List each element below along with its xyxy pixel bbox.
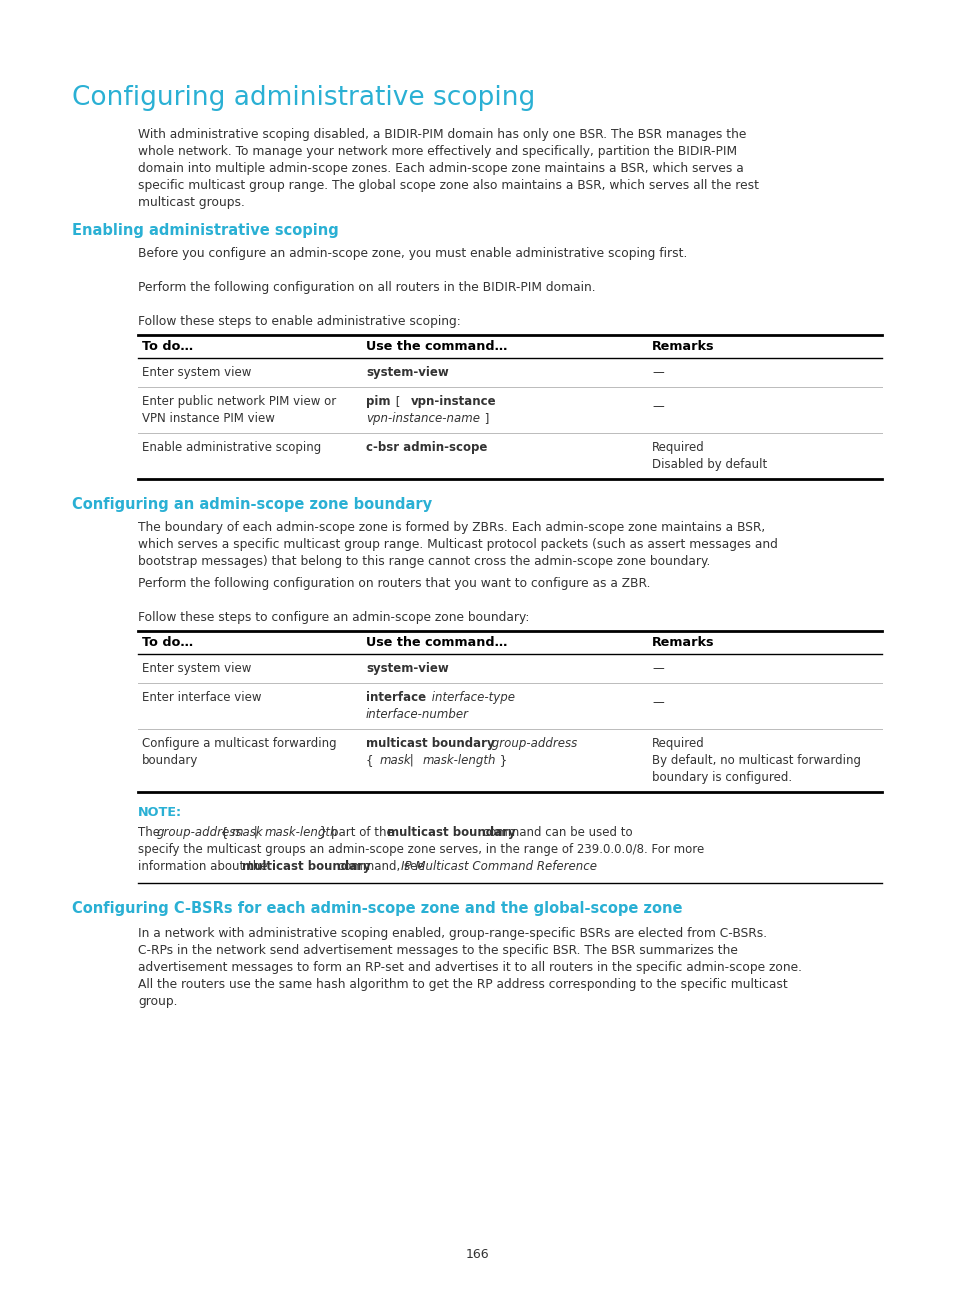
Text: Perform the following configuration on routers that you want to configure as a Z: Perform the following configuration on r…: [138, 577, 650, 590]
Text: group-address: group-address: [488, 737, 577, 750]
Text: |: |: [406, 754, 417, 767]
Text: Configuring an admin-scope zone boundary: Configuring an admin-scope zone boundary: [71, 496, 432, 512]
Text: multicast groups.: multicast groups.: [138, 196, 245, 209]
Text: interface-number: interface-number: [366, 708, 469, 721]
Text: Follow these steps to enable administrative scoping:: Follow these steps to enable administrat…: [138, 315, 460, 328]
Text: information about the: information about the: [138, 861, 271, 874]
Text: Configure a multicast forwarding: Configure a multicast forwarding: [142, 737, 336, 750]
Text: The boundary of each admin-scope zone is formed by ZBRs. Each admin-scope zone m: The boundary of each admin-scope zone is…: [138, 521, 764, 534]
Text: advertisement messages to form an RP-set and advertises it to all routers in the: advertisement messages to form an RP-set…: [138, 962, 801, 975]
Text: Follow these steps to configure an admin-scope zone boundary:: Follow these steps to configure an admin…: [138, 610, 529, 623]
Text: —: —: [651, 696, 663, 709]
Text: Required: Required: [651, 737, 704, 750]
Text: By default, no multicast forwarding: By default, no multicast forwarding: [651, 754, 861, 767]
Text: Disabled by default: Disabled by default: [651, 457, 766, 470]
Text: Enabling administrative scoping: Enabling administrative scoping: [71, 223, 338, 238]
Text: multicast boundary: multicast boundary: [387, 826, 515, 839]
Text: |: |: [250, 826, 261, 839]
Text: Enter interface view: Enter interface view: [142, 691, 261, 704]
Text: vpn-instance-name: vpn-instance-name: [366, 412, 479, 425]
Text: ]: ]: [480, 412, 489, 425]
Text: C-RPs in the network send advertisement messages to the specific BSR. The BSR su: C-RPs in the network send advertisement …: [138, 943, 737, 956]
Text: —: —: [651, 365, 663, 378]
Text: Remarks: Remarks: [651, 636, 714, 649]
Text: Enter system view: Enter system view: [142, 662, 251, 675]
Text: —: —: [651, 400, 663, 413]
Text: specify the multicast groups an admin-scope zone serves, in the range of 239.0.0: specify the multicast groups an admin-sc…: [138, 842, 703, 855]
Text: IP Multicast Command Reference: IP Multicast Command Reference: [400, 861, 597, 874]
Text: c-bsr admin-scope: c-bsr admin-scope: [366, 441, 487, 454]
Text: Perform the following configuration on all routers in the BIDIR-PIM domain.: Perform the following configuration on a…: [138, 281, 595, 294]
Text: vpn-instance: vpn-instance: [411, 395, 497, 408]
Text: All the routers use the same hash algorithm to get the RP address corresponding : All the routers use the same hash algori…: [138, 978, 787, 991]
Text: With administrative scoping disabled, a BIDIR-PIM domain has only one BSR. The B: With administrative scoping disabled, a …: [138, 128, 745, 141]
Text: group-address: group-address: [157, 826, 242, 839]
Text: —: —: [651, 662, 663, 675]
Text: } part of the: } part of the: [315, 826, 396, 839]
Text: mask-length: mask-length: [264, 826, 337, 839]
Text: multicast boundary: multicast boundary: [366, 737, 494, 750]
Text: .: .: [539, 861, 543, 874]
Text: boundary: boundary: [142, 754, 198, 767]
Text: system-view: system-view: [366, 662, 448, 675]
Text: Remarks: Remarks: [651, 340, 714, 353]
Text: whole network. To manage your network more effectively and specifically, partiti: whole network. To manage your network mo…: [138, 145, 737, 158]
Text: interface: interface: [366, 691, 426, 704]
Text: NOTE:: NOTE:: [138, 806, 182, 819]
Text: Use the command…: Use the command…: [366, 340, 507, 353]
Text: command, see: command, see: [334, 861, 428, 874]
Text: pim: pim: [366, 395, 390, 408]
Text: In a network with administrative scoping enabled, group-range-specific BSRs are : In a network with administrative scoping…: [138, 927, 766, 940]
Text: }: }: [496, 754, 507, 767]
Text: mask-length: mask-length: [422, 754, 496, 767]
Text: domain into multiple admin-scope zones. Each admin-scope zone maintains a BSR, w: domain into multiple admin-scope zones. …: [138, 162, 743, 175]
Text: Enter system view: Enter system view: [142, 365, 251, 378]
Text: specific multicast group range. The global scope zone also maintains a BSR, whic: specific multicast group range. The glob…: [138, 179, 759, 192]
Text: [: [: [392, 395, 404, 408]
Text: Before you configure an admin-scope zone, you must enable administrative scoping: Before you configure an admin-scope zone…: [138, 248, 687, 260]
Text: bootstrap messages) that belong to this range cannot cross the admin-scope zone : bootstrap messages) that belong to this …: [138, 555, 710, 568]
Text: The: The: [138, 826, 164, 839]
Text: which serves a specific multicast group range. Multicast protocol packets (such : which serves a specific multicast group …: [138, 538, 777, 551]
Text: 166: 166: [465, 1248, 488, 1261]
Text: system-view: system-view: [366, 365, 448, 378]
Text: mask: mask: [232, 826, 263, 839]
Text: command can be used to: command can be used to: [478, 826, 632, 839]
Text: To do…: To do…: [142, 340, 193, 353]
Text: Configuring administrative scoping: Configuring administrative scoping: [71, 86, 535, 111]
Text: Use the command…: Use the command…: [366, 636, 507, 649]
Text: interface-type: interface-type: [428, 691, 515, 704]
Text: Required: Required: [651, 441, 704, 454]
Text: VPN instance PIM view: VPN instance PIM view: [142, 412, 274, 425]
Text: Configuring C-BSRs for each admin-scope zone and the global-scope zone: Configuring C-BSRs for each admin-scope …: [71, 901, 681, 916]
Text: Enter public network PIM view or: Enter public network PIM view or: [142, 395, 335, 408]
Text: group.: group.: [138, 995, 177, 1008]
Text: boundary is configured.: boundary is configured.: [651, 771, 791, 784]
Text: multicast boundary: multicast boundary: [242, 861, 371, 874]
Text: {: {: [366, 754, 376, 767]
Text: {: {: [217, 826, 233, 839]
Text: To do…: To do…: [142, 636, 193, 649]
Text: mask: mask: [379, 754, 411, 767]
Text: Enable administrative scoping: Enable administrative scoping: [142, 441, 321, 454]
